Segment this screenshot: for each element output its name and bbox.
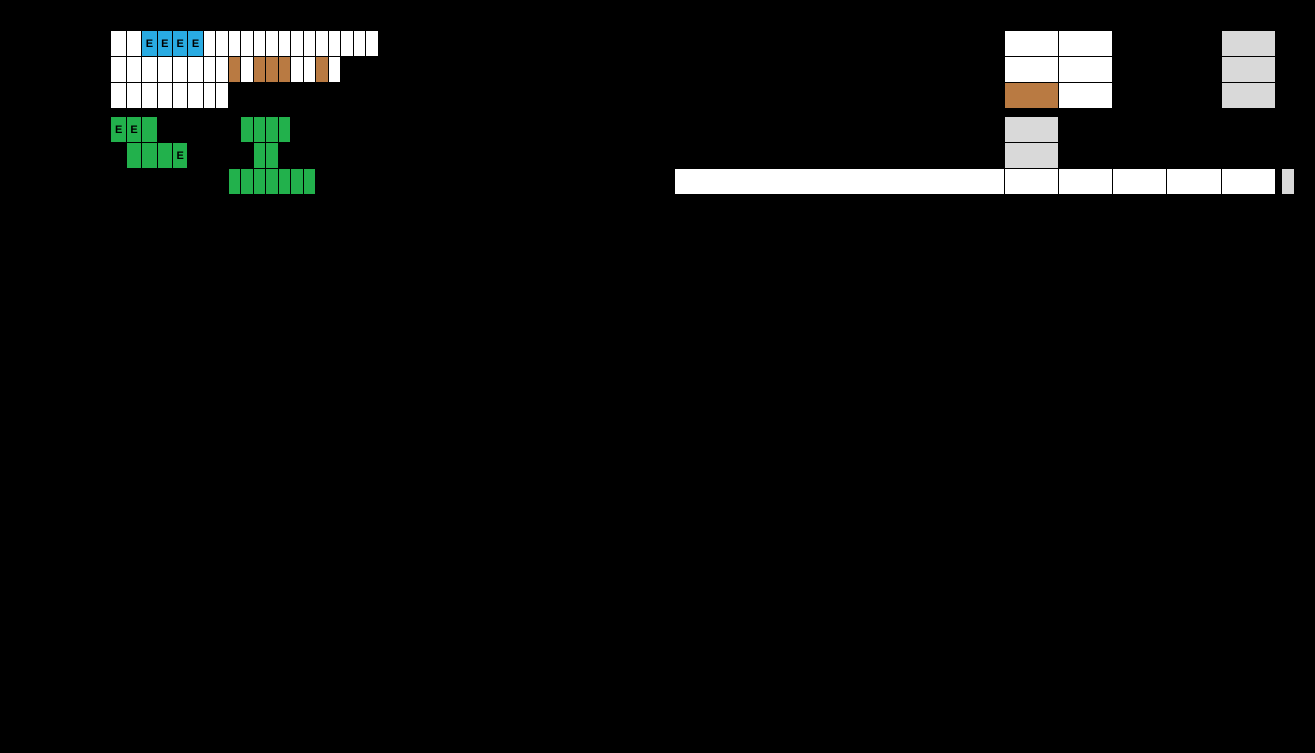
status-cell	[1004, 117, 1058, 143]
status-cell	[1221, 31, 1275, 57]
timeline-grid: EEEEEEE	[20, 30, 1295, 195]
status-cell	[1004, 143, 1058, 169]
diagram-wrap: EEEEEEE	[0, 0, 1315, 225]
status-cell	[1221, 83, 1275, 109]
status-cell	[1221, 57, 1275, 83]
status-cell	[1282, 169, 1295, 195]
